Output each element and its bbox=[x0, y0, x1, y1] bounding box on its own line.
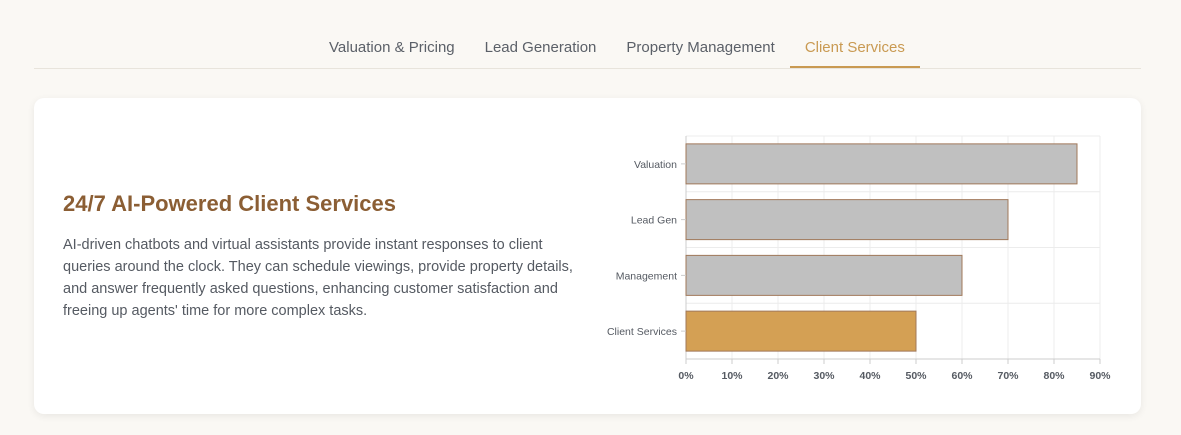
category-label: Lead Gen bbox=[631, 215, 677, 227]
comparison-bar-chart: 0% 10% 20% 30% 40% 50% 60% 70% 80% 90% Valuation Le… bbox=[607, 135, 1111, 382]
tab-valuation-pricing[interactable]: Valuation & Pricing bbox=[329, 39, 455, 56]
x-tick-label: 0% bbox=[678, 370, 694, 382]
tab-client-services[interactable]: Client Services bbox=[789, 28, 920, 68]
bar bbox=[685, 143, 1078, 185]
category-label: Client Services bbox=[607, 326, 677, 338]
x-tick-label: 50% bbox=[905, 370, 927, 382]
tab-lead-generation[interactable]: Lead Generation bbox=[484, 39, 597, 56]
content-card: 24/7 AI-Powered Client Services AI-drive… bbox=[34, 98, 1141, 414]
x-tick-label: 90% bbox=[1089, 370, 1111, 382]
category-label: Valuation bbox=[634, 159, 677, 171]
category-label: Management bbox=[616, 270, 677, 282]
x-tick-label: 20% bbox=[767, 370, 789, 382]
bar bbox=[685, 310, 917, 352]
bar bbox=[685, 254, 963, 296]
tab-bar: Valuation & Pricing Lead Generation Prop… bbox=[34, 0, 1141, 69]
tab-property-management[interactable]: Property Management bbox=[626, 39, 775, 56]
x-tick-label: 40% bbox=[859, 370, 881, 382]
tab-list: Valuation & Pricing Lead Generation Prop… bbox=[314, 28, 920, 68]
section-title: 24/7 AI-Powered Client Services bbox=[63, 191, 396, 216]
section-description: AI-driven chatbots and virtual assistant… bbox=[63, 237, 573, 319]
x-tick-label: 60% bbox=[951, 370, 973, 382]
x-tick-label: 80% bbox=[1043, 370, 1065, 382]
x-tick-label: 10% bbox=[721, 370, 743, 382]
bar bbox=[685, 199, 1009, 241]
x-tick-label: 30% bbox=[813, 370, 835, 382]
x-tick-label: 70% bbox=[997, 370, 1019, 382]
